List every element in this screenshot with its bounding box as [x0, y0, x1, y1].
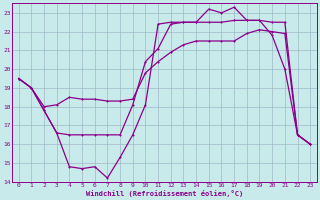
X-axis label: Windchill (Refroidissement éolien,°C): Windchill (Refroidissement éolien,°C) — [86, 190, 243, 197]
